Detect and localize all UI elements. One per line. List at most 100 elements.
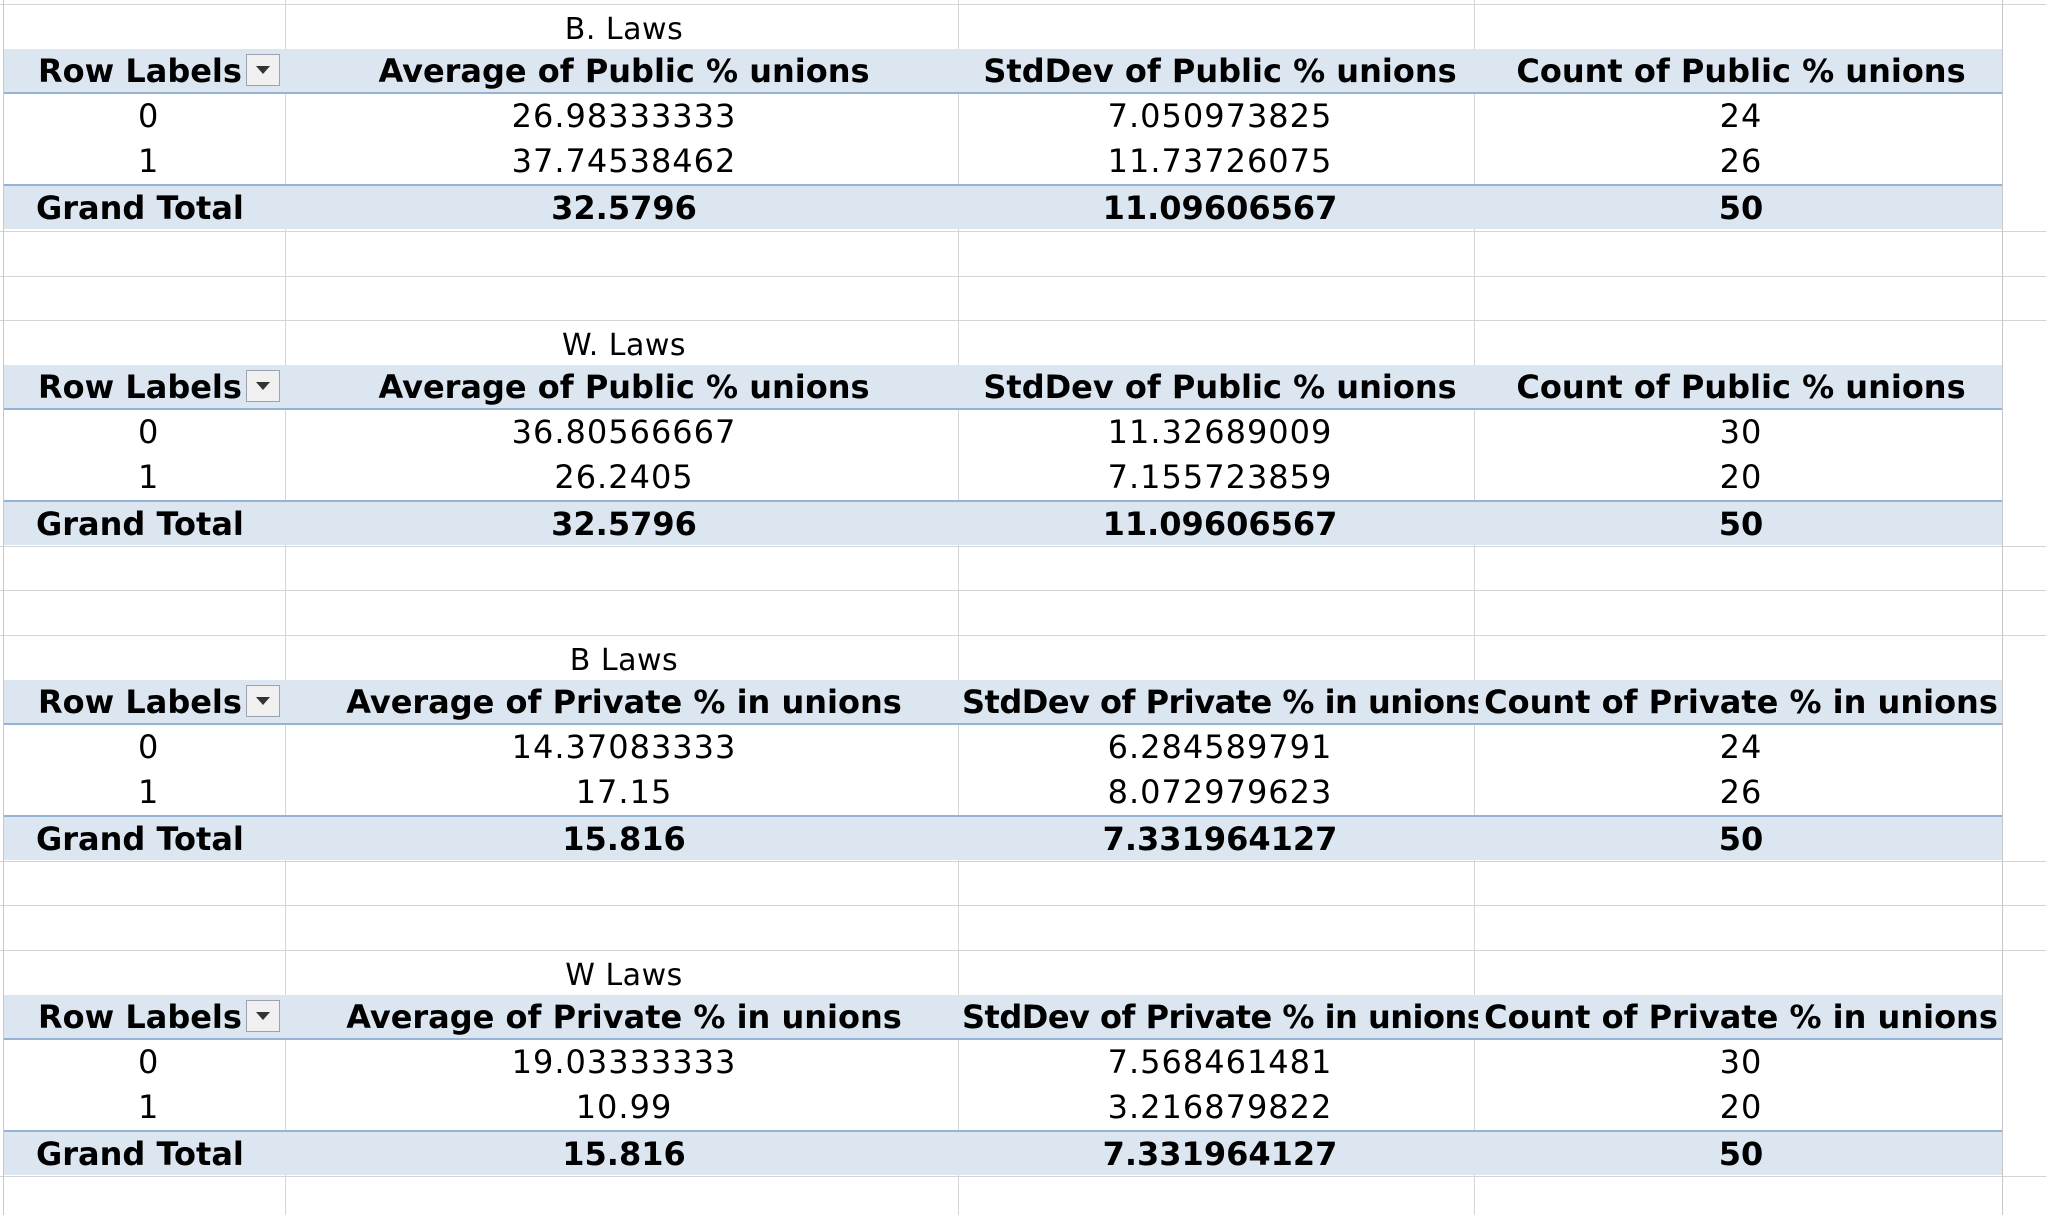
gridline <box>2002 0 2003 1215</box>
pivot-table-1[interactable]: B. Laws Row Labels Average of Public % u… <box>4 4 2002 229</box>
pivot-caption-row: B. Laws <box>4 4 2002 49</box>
row-labels-filter-button[interactable] <box>246 685 280 717</box>
value-cell[interactable]: 30 <box>1719 413 1763 451</box>
row-labels-header[interactable]: Row Labels <box>38 52 242 90</box>
value-cell[interactable]: 24 <box>1719 728 1763 766</box>
grand-total-row: Grand Total 32.5796 11.09606567 50 <box>4 184 2002 229</box>
total-cell[interactable]: 32.5796 <box>551 189 697 227</box>
value-cell[interactable]: 26.98333333 <box>511 97 737 135</box>
value-cell[interactable]: 14.37083333 <box>511 728 737 766</box>
value-cell[interactable]: 6.284589791 <box>1107 728 1333 766</box>
chevron-down-icon <box>256 697 270 705</box>
value-cell[interactable]: 17.15 <box>575 773 673 811</box>
total-cell[interactable]: 50 <box>1718 189 1764 227</box>
row-label-cell[interactable]: 1 <box>138 1088 160 1126</box>
total-cell[interactable]: 50 <box>1718 820 1764 858</box>
row-labels-filter-button[interactable] <box>246 370 280 402</box>
grand-total-label[interactable]: Grand Total <box>36 820 244 858</box>
column-header[interactable]: Average of Private % in unions <box>346 683 902 721</box>
total-cell[interactable]: 11.09606567 <box>1102 189 1338 227</box>
total-cell[interactable]: 7.331964127 <box>1102 820 1338 858</box>
column-header[interactable]: Average of Private % in unions <box>346 998 902 1036</box>
gridline <box>3 0 4 1215</box>
row-labels-header[interactable]: Row Labels <box>38 998 242 1036</box>
pivot-table-2[interactable]: W. Laws Row Labels Average of Public % u… <box>4 320 2002 545</box>
value-cell[interactable]: 11.73726075 <box>1107 142 1333 180</box>
value-cell[interactable]: 7.155723859 <box>1107 458 1333 496</box>
row-labels-header[interactable]: Row Labels <box>38 683 242 721</box>
pivot-header-row: Row Labels Average of Private % in union… <box>4 995 2002 1040</box>
table-row: 0 14.37083333 6.284589791 24 <box>4 725 2002 770</box>
row-label-cell[interactable]: 1 <box>138 458 160 496</box>
value-cell[interactable]: 10.99 <box>575 1088 673 1126</box>
value-cell[interactable]: 26 <box>1719 142 1763 180</box>
row-label-cell[interactable]: 0 <box>138 728 160 766</box>
total-cell[interactable]: 7.331964127 <box>1102 1135 1338 1173</box>
value-cell[interactable]: 36.80566667 <box>511 413 737 451</box>
value-cell[interactable]: 11.32689009 <box>1107 413 1333 451</box>
table-row: 1 26.2405 7.155723859 20 <box>4 455 2002 500</box>
total-cell[interactable]: 32.5796 <box>551 505 697 543</box>
grand-total-row: Grand Total 15.816 7.331964127 50 <box>4 1130 2002 1175</box>
pivot-caption-row: B Laws <box>4 635 2002 680</box>
column-header[interactable]: StdDev of Private % in unions <box>962 998 1478 1036</box>
grand-total-label[interactable]: Grand Total <box>36 1135 244 1173</box>
column-header[interactable]: StdDev of Public % unions <box>983 368 1457 406</box>
value-cell[interactable]: 19.03333333 <box>511 1043 737 1081</box>
gridline <box>285 0 286 1215</box>
gridline <box>0 4 2046 5</box>
value-cell[interactable]: 26 <box>1719 773 1763 811</box>
gridline <box>0 861 2046 862</box>
value-cell[interactable]: 37.74538462 <box>511 142 737 180</box>
column-header[interactable]: StdDev of Private % in unions <box>962 683 1478 721</box>
row-labels-filter-button[interactable] <box>246 1000 280 1032</box>
row-labels-filter-button[interactable] <box>246 54 280 86</box>
chevron-down-icon <box>256 1012 270 1020</box>
value-cell[interactable]: 3.216879822 <box>1107 1088 1333 1126</box>
gridline <box>0 276 2046 277</box>
value-cell[interactable]: 7.568461481 <box>1107 1043 1333 1081</box>
total-cell[interactable]: 15.816 <box>562 820 686 858</box>
column-header[interactable]: Count of Public % unions <box>1516 368 1966 406</box>
total-cell[interactable]: 11.09606567 <box>1102 505 1338 543</box>
row-label-cell[interactable]: 1 <box>138 773 160 811</box>
value-cell[interactable]: 24 <box>1719 97 1763 135</box>
grand-total-label[interactable]: Grand Total <box>36 505 244 543</box>
row-label-cell[interactable]: 0 <box>138 1043 160 1081</box>
row-label-cell[interactable]: 0 <box>138 413 160 451</box>
value-cell[interactable]: 20 <box>1719 1088 1763 1126</box>
gridline <box>0 905 2046 906</box>
chevron-down-icon <box>256 382 270 390</box>
table-row: 0 36.80566667 11.32689009 30 <box>4 410 2002 455</box>
pivot-caption-row: W. Laws <box>4 320 2002 365</box>
pivot-caption-row: W Laws <box>4 950 2002 995</box>
pivot-header-row: Row Labels Average of Private % in union… <box>4 680 2002 725</box>
column-header[interactable]: Count of Private % in unions <box>1484 683 1998 721</box>
value-cell[interactable]: 8.072979623 <box>1107 773 1333 811</box>
value-cell[interactable]: 7.050973825 <box>1107 97 1333 135</box>
pivot-caption: W. Laws <box>561 328 687 363</box>
total-cell[interactable]: 50 <box>1718 1135 1764 1173</box>
table-row: 1 17.15 8.072979623 26 <box>4 770 2002 815</box>
total-cell[interactable]: 15.816 <box>562 1135 686 1173</box>
value-cell[interactable]: 30 <box>1719 1043 1763 1081</box>
column-header[interactable]: StdDev of Public % unions <box>983 52 1457 90</box>
grand-total-label[interactable]: Grand Total <box>36 189 244 227</box>
row-labels-header[interactable]: Row Labels <box>38 368 242 406</box>
column-header[interactable]: Count of Public % unions <box>1516 52 1966 90</box>
value-cell[interactable]: 20 <box>1719 458 1763 496</box>
pivot-table-3[interactable]: B Laws Row Labels Average of Private % i… <box>4 635 2002 860</box>
pivot-table-4[interactable]: W Laws Row Labels Average of Private % i… <box>4 950 2002 1175</box>
column-header[interactable]: Average of Public % unions <box>378 368 870 406</box>
row-label-cell[interactable]: 1 <box>138 142 160 180</box>
row-label-cell[interactable]: 0 <box>138 97 160 135</box>
column-header[interactable]: Count of Private % in unions <box>1484 998 1998 1036</box>
chevron-down-icon <box>256 66 270 74</box>
total-cell[interactable]: 50 <box>1718 505 1764 543</box>
gridline <box>958 0 959 1215</box>
table-row: 0 26.98333333 7.050973825 24 <box>4 94 2002 139</box>
value-cell[interactable]: 26.2405 <box>554 458 694 496</box>
column-header[interactable]: Average of Public % unions <box>378 52 870 90</box>
grand-total-row: Grand Total 32.5796 11.09606567 50 <box>4 500 2002 545</box>
grand-total-row: Grand Total 15.816 7.331964127 50 <box>4 815 2002 860</box>
